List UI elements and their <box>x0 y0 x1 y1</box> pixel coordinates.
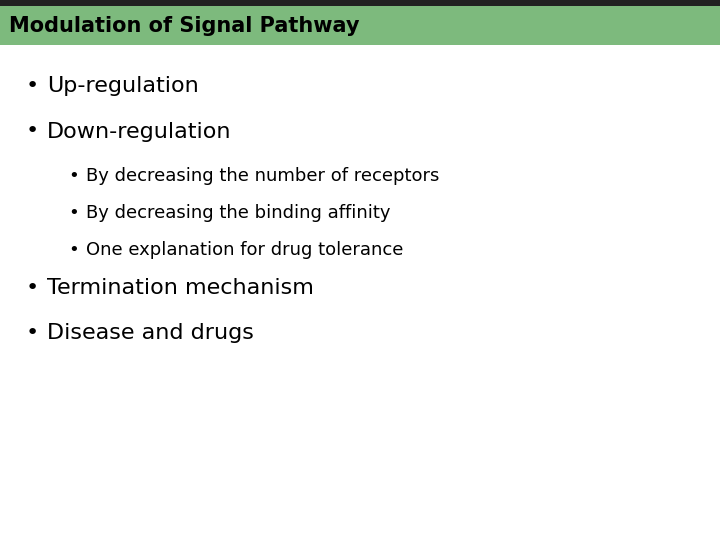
Text: •: • <box>25 122 38 141</box>
Text: Termination mechanism: Termination mechanism <box>47 278 314 298</box>
Text: •: • <box>25 76 38 96</box>
Text: Down-regulation: Down-regulation <box>47 122 231 141</box>
Text: •: • <box>25 278 38 298</box>
Bar <box>0 0 720 6</box>
Text: •: • <box>68 204 79 222</box>
Text: Up-regulation: Up-regulation <box>47 76 199 96</box>
Text: Modulation of Signal Pathway: Modulation of Signal Pathway <box>9 16 359 36</box>
Text: •: • <box>25 323 38 343</box>
Text: By decreasing the binding affinity: By decreasing the binding affinity <box>86 204 391 222</box>
Bar <box>0 6 720 45</box>
Text: •: • <box>68 241 79 259</box>
Text: By decreasing the number of receptors: By decreasing the number of receptors <box>86 167 440 185</box>
Text: •: • <box>68 167 79 185</box>
Text: Disease and drugs: Disease and drugs <box>47 323 253 343</box>
Text: One explanation for drug tolerance: One explanation for drug tolerance <box>86 241 404 259</box>
